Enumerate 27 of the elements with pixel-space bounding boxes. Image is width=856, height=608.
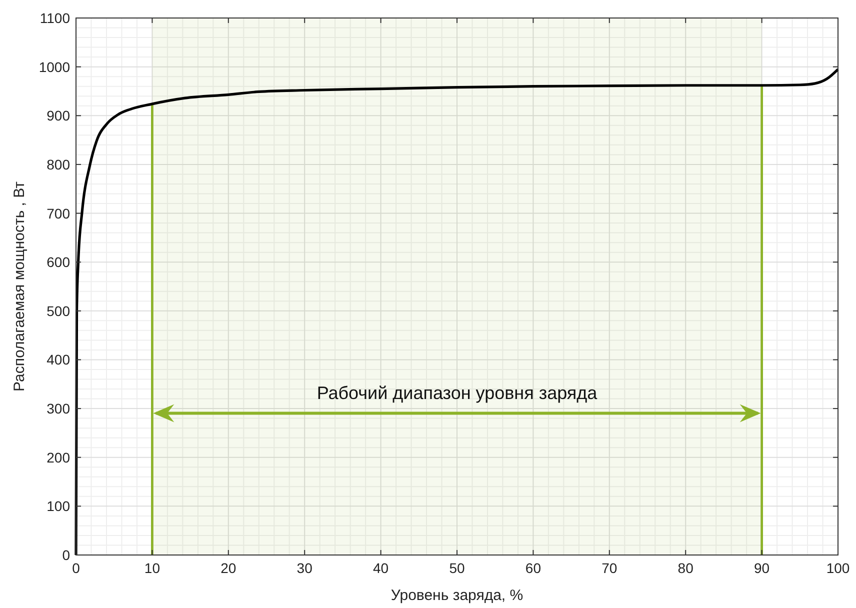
x-tick-label: 100 bbox=[826, 560, 850, 576]
y-tick-label: 300 bbox=[46, 400, 70, 417]
y-tick-label: 0 bbox=[62, 547, 70, 563]
y-tick-label: 900 bbox=[46, 108, 70, 124]
y-tick-label: 500 bbox=[46, 302, 70, 319]
x-tick-label: 0 bbox=[72, 560, 80, 576]
x-axis-title: Уровень заряда, % bbox=[390, 587, 524, 604]
x-tick-label: 90 bbox=[754, 560, 770, 576]
x-tick-label: 60 bbox=[525, 560, 542, 576]
y-tick-label: 200 bbox=[46, 449, 70, 466]
y-tick-label: 1100 bbox=[40, 10, 70, 26]
band-label: Рабочий диапазон уровня заряда bbox=[316, 383, 598, 404]
x-tick-label: 80 bbox=[678, 560, 694, 576]
y-tick-label: 700 bbox=[46, 205, 70, 222]
x-tick-label: 20 bbox=[220, 560, 236, 576]
y-tick-label: 800 bbox=[46, 156, 70, 172]
x-tick-label: 10 bbox=[144, 560, 160, 576]
x-tick-label: 70 bbox=[602, 560, 618, 576]
y-tick-label: 100 bbox=[46, 498, 70, 514]
y-tick-label: 600 bbox=[46, 254, 70, 270]
line-series bbox=[74, 68, 840, 556]
y-tick-label: 1000 bbox=[38, 58, 70, 75]
x-tick-label: 50 bbox=[449, 560, 465, 576]
y-axis-title: Располагаемая мощность , Вт bbox=[11, 181, 28, 392]
x-tick-label: 40 bbox=[373, 560, 389, 576]
y-tick-label: 400 bbox=[46, 352, 70, 368]
x-tick-label: 30 bbox=[296, 560, 313, 576]
